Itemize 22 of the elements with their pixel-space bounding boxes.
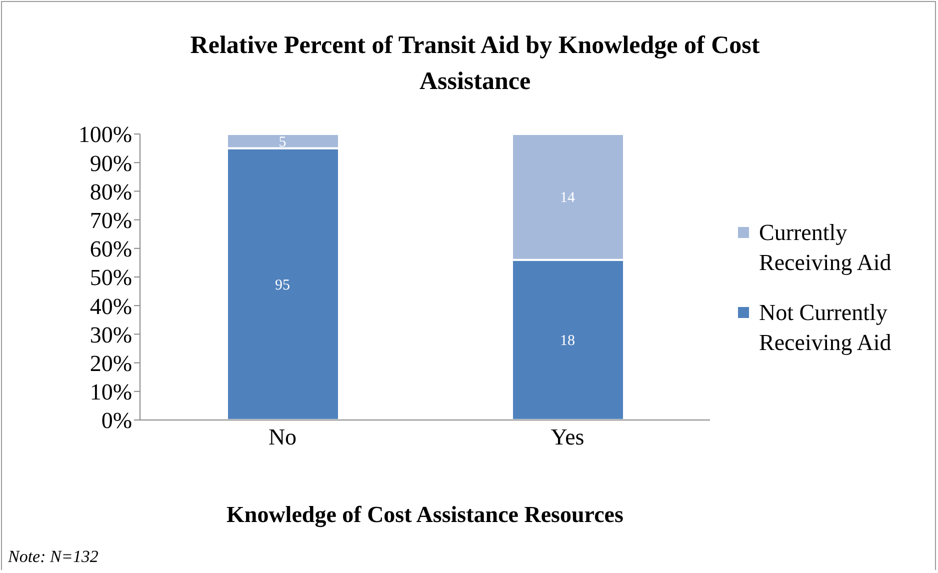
y-tick-label: 80% (90, 179, 132, 204)
x-axis-title: Knowledge of Cost Assistance Resources (226, 502, 624, 528)
y-tick-label: 10% (90, 380, 132, 405)
annotation: 18 (560, 333, 575, 350)
annotation: 95 (275, 277, 290, 294)
y-tick-label: 40% (90, 294, 132, 319)
x-tick-label: Yes (550, 424, 584, 450)
text: Note: N=132 (8, 547, 98, 567)
chart-title: Relative Percent of Transit Aid by Knowledge of Cost Assistance (189, 31, 761, 97)
y-tick-label: 70% (90, 208, 132, 233)
legend-label: Not Currently Receiving Aid (759, 299, 892, 357)
legend-label: Currently Receiving Aid (759, 219, 892, 277)
y-tick-label: 60% (90, 236, 132, 262)
y-tick-label: 50% (90, 265, 132, 290)
y-tick-label: 90% (90, 150, 132, 176)
y-tick-label: 0% (101, 408, 132, 434)
y-tick-label: 100% (78, 122, 132, 148)
annotation: 5 (278, 134, 286, 150)
annotation: 14 (560, 190, 576, 206)
y-tick-label: 30% (90, 322, 132, 348)
y-tick-label: 20% (90, 350, 132, 376)
x-tick-label: No (268, 424, 297, 450)
